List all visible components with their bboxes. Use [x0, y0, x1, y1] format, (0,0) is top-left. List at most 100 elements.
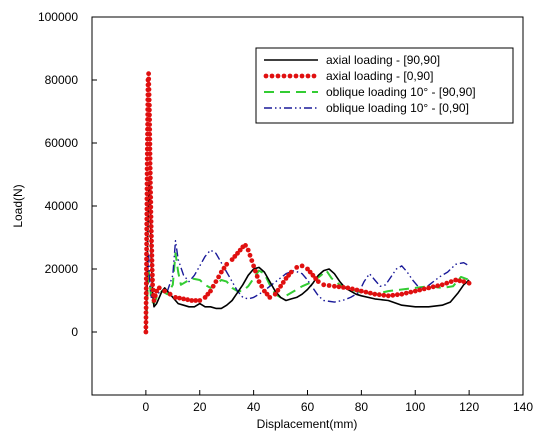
legend-item-0: axial loading - [90,90]	[264, 53, 440, 67]
series-1-point	[345, 285, 351, 291]
legend-label: axial loading - [0,90]	[326, 69, 433, 83]
series-1-point	[193, 298, 199, 303]
series-1-point	[143, 286, 149, 291]
series-1-point	[249, 258, 255, 263]
series-1-point	[151, 298, 157, 303]
series-1-point	[148, 194, 154, 200]
series-1-point	[229, 257, 235, 262]
plot-area: 0 20 40 60 80 100 120 140 0 20000 40000 60000 80000…	[38, 10, 533, 414]
series-1-point	[149, 248, 155, 254]
series-1-point	[448, 279, 454, 284]
series-1-point	[147, 165, 153, 171]
series-1-point	[235, 250, 240, 256]
series-1-point	[390, 292, 396, 298]
series-1-point	[149, 243, 155, 249]
series-1-point	[147, 161, 153, 166]
x-axis-title: Displacement(mm)	[257, 417, 358, 431]
series-1-point	[359, 288, 364, 294]
series-1-point	[144, 196, 150, 202]
series-1-point	[177, 295, 182, 301]
series-1-point	[143, 295, 149, 301]
series-1-point	[146, 76, 152, 82]
series-1-point	[197, 298, 203, 303]
series-1-point	[403, 290, 409, 296]
series-1-point	[143, 281, 149, 286]
series-1-point	[253, 268, 258, 274]
series-0-line	[145, 180, 470, 333]
series-layer	[143, 71, 472, 335]
series-1-point	[350, 286, 355, 292]
series-1-point	[376, 292, 382, 298]
series-1-point	[149, 233, 154, 239]
series-1-point	[143, 305, 149, 311]
series-1-point	[256, 279, 262, 284]
y-tick-label: 0	[71, 325, 78, 339]
series-1-point	[368, 290, 373, 296]
series-1-point	[381, 292, 387, 298]
series-1-point	[426, 285, 432, 291]
series-1-point	[147, 122, 153, 127]
series-1-point	[147, 156, 153, 161]
series-1-point	[210, 283, 216, 289]
series-1-point	[147, 141, 153, 147]
series-1-point	[181, 296, 187, 302]
series-1-point	[412, 288, 418, 294]
series-1-point	[224, 261, 230, 267]
series-1-point	[247, 252, 253, 258]
series-1-point	[315, 279, 321, 284]
series-1-point	[144, 251, 149, 257]
series-1-point	[354, 287, 360, 293]
series-1-point	[245, 247, 251, 253]
legend-label: axial loading - [90,90]	[326, 53, 440, 67]
series-1-point	[148, 224, 154, 229]
series-1-point	[149, 267, 155, 273]
series-1-point	[417, 287, 423, 293]
series-1-point	[237, 247, 243, 253]
legend-swatch-dot	[299, 73, 305, 79]
series-1-point	[147, 170, 153, 176]
y-tick-label: 20000	[45, 262, 79, 276]
series-1-point	[146, 97, 152, 103]
legend-item-2: oblique loading 10° - [90,90]	[264, 85, 476, 99]
x-tick-label: 80	[355, 400, 369, 414]
series-1-point	[189, 298, 195, 303]
series-1-point	[144, 266, 149, 272]
series-1-point	[326, 283, 332, 288]
series-1-point	[435, 283, 441, 289]
series-1-point	[267, 295, 273, 300]
legend-swatch-dot	[263, 73, 269, 79]
legend-swatch-dot	[269, 73, 275, 79]
series-1-point	[167, 291, 173, 297]
series-1-point	[173, 295, 178, 300]
series-1-point	[144, 241, 150, 247]
series-1-point	[144, 226, 150, 232]
series-1-point	[332, 283, 337, 289]
series-1-point	[150, 272, 155, 278]
y-tick-label: 60000	[45, 136, 79, 150]
x-tick-label: 40	[247, 400, 261, 414]
series-1-point	[294, 265, 300, 270]
series-1-point	[363, 289, 369, 295]
series-1-point	[218, 269, 224, 275]
y-tick-label: 100000	[38, 10, 78, 24]
series-1-point	[288, 269, 294, 275]
y-tick-label: 40000	[45, 199, 79, 213]
series-1-point	[216, 274, 222, 280]
series-1-point	[144, 211, 150, 217]
series-1-point	[147, 146, 153, 152]
series-1-point	[202, 295, 208, 300]
series-1-point	[444, 280, 450, 286]
series-1-point	[399, 291, 405, 297]
series-1-point	[147, 126, 153, 132]
legend-swatch-dot	[287, 73, 293, 79]
series-1-point	[143, 319, 149, 325]
series-1-point	[336, 284, 342, 290]
series-1-point	[146, 71, 152, 77]
series-1-point	[144, 216, 150, 222]
series-1-point	[278, 283, 283, 289]
series-1-point	[143, 315, 149, 320]
series-1-point	[385, 293, 391, 299]
series-1-point	[430, 284, 436, 290]
series-1-point	[147, 136, 153, 142]
y-axis-title: Load(N)	[11, 184, 25, 227]
